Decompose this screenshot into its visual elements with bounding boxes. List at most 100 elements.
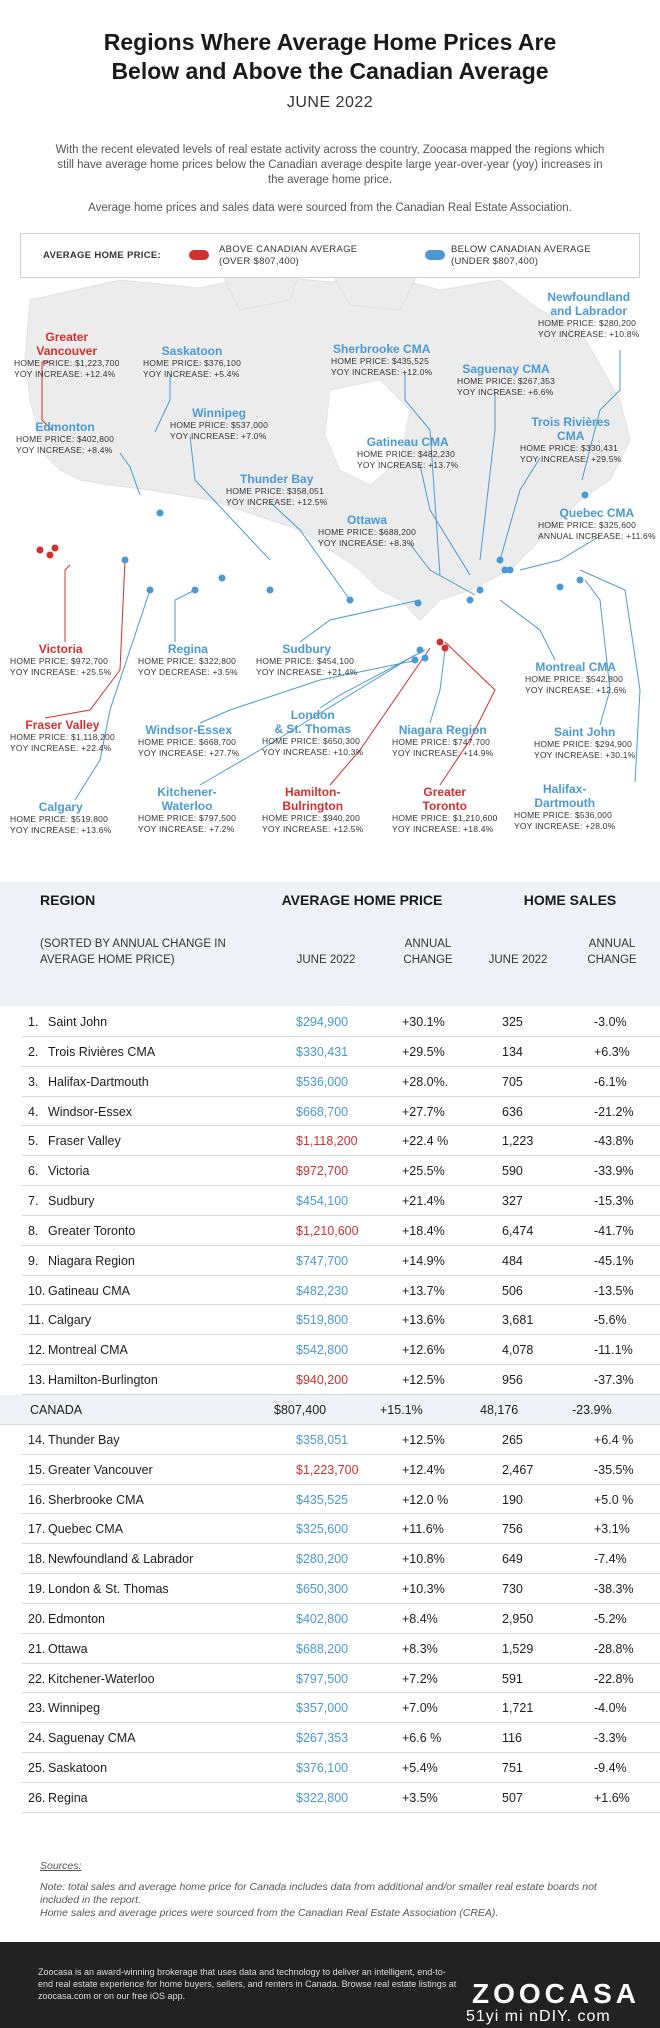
row-rank: 9. xyxy=(28,1253,39,1268)
row-rank: 18. xyxy=(28,1552,46,1567)
header-june-price: JUNE 2022 xyxy=(296,954,356,966)
row-price-change: +13.7% xyxy=(402,1283,445,1298)
row-price: $435,525 xyxy=(296,1492,349,1507)
row-region: CANADA xyxy=(30,1402,83,1417)
map-label-change: YOY INCREASE: +29.5% xyxy=(520,454,622,464)
row-region: Quebec CMA xyxy=(48,1522,124,1537)
row-sales: 2,467 xyxy=(502,1462,534,1477)
city-dot xyxy=(416,646,424,654)
row-sales-change: -9.4% xyxy=(594,1761,627,1776)
row-price: $940,200 xyxy=(296,1373,349,1388)
map-label-montreal: Montreal CMA HOME PRICE: $542,800 YOY IN… xyxy=(525,660,626,696)
map-label-change: YOY INCREASE: +14.9% xyxy=(392,748,494,758)
map-label-saguenay: Saguenay CMA HOME PRICE: $267,353 YOY IN… xyxy=(457,362,555,398)
row-price: $650,300 xyxy=(296,1582,349,1597)
table-row: 3. Halifax-Dartmouth $536,000 +28.0%. 705 -6.… xyxy=(22,1067,660,1097)
legend-below-text: BELOW CANADIAN AVERAGE (UNDER $807,400) xyxy=(451,244,591,268)
row-sales-change: -41.7% xyxy=(594,1223,634,1238)
row-region: Edmonton xyxy=(48,1611,105,1626)
map-label-name: London xyxy=(290,708,335,722)
canada-map: Greater Vancouver HOME PRICE: $1,223,700… xyxy=(0,270,660,860)
row-price-change: +12.5% xyxy=(402,1373,445,1388)
source-intro-text: Average home prices and sales data were … xyxy=(88,202,572,214)
footer: Zoocasa is an award-winning brokerage th… xyxy=(0,1942,660,2028)
row-sales: 751 xyxy=(502,1761,523,1776)
header-avg-price: AVERAGE HOME PRICE xyxy=(281,892,443,908)
row-sales-change: +3.1% xyxy=(594,1522,630,1537)
table-row: 23. Winnipeg $357,000 +7.0% 1,721 -4.0% xyxy=(22,1693,660,1724)
title-line-1: Regions Where Average Home Prices Are xyxy=(103,29,557,55)
row-sales: 756 xyxy=(502,1522,523,1537)
map-label-change: YOY INCREASE: +7.2% xyxy=(138,824,235,834)
map-label-change: YOY INCREASE: +28.0% xyxy=(514,821,616,831)
row-price: $747,700 xyxy=(296,1253,349,1268)
map-label-name-2: Vancouver xyxy=(36,344,98,358)
row-rank: 6. xyxy=(28,1164,39,1179)
row-sales-change: -3.0% xyxy=(594,1015,627,1029)
sources-note-2: Home sales and average prices were sourc… xyxy=(40,1907,499,1919)
header-sorted-1: (SORTED BY ANNUAL CHANGE IN xyxy=(40,938,226,950)
map-label-saskatoon: Saskatoon HOME PRICE: $376,100 YOY INCRE… xyxy=(143,344,241,380)
row-sales-change: -28.8% xyxy=(594,1641,634,1656)
row-region: Fraser Valley xyxy=(48,1134,121,1149)
row-rank: 20. xyxy=(28,1611,46,1626)
legend-below-swatch xyxy=(425,250,445,260)
city-dot xyxy=(581,491,589,499)
map-label-name: Newfoundland xyxy=(547,290,631,304)
map-label-quebec: Quebec CMA HOME PRICE: $325,600 ANNUAL I… xyxy=(538,506,656,542)
row-rank: 21. xyxy=(28,1641,46,1656)
leader-line-gatineau xyxy=(419,464,471,576)
row-rank: 14. xyxy=(28,1432,46,1447)
table-row: 21. Ottawa $688,200 +8.3% 1,529 -28.8% xyxy=(22,1634,660,1664)
row-rank: 11. xyxy=(28,1313,45,1328)
row-region: Sudbury xyxy=(48,1194,95,1209)
row-region: Newfoundland & Labrador xyxy=(48,1552,194,1567)
map-label-hamilton: Hamilton- Bulrington HOME PRICE: $940,20… xyxy=(262,785,363,835)
map-label-change: YOY INCREASE: +8.4% xyxy=(16,445,113,455)
table-row: 22. Kitchener-Waterloo $797,500 +7.2% 591 -22… xyxy=(22,1664,660,1694)
row-region: Saint John xyxy=(48,1015,108,1029)
watermark: 51yi mi nDIY. com xyxy=(466,2008,611,2025)
map-label-edmonton: Edmonton HOME PRICE: $402,800 YOY INCREA… xyxy=(16,420,114,456)
row-region: London & St. Thomas xyxy=(48,1582,169,1597)
table-row: 15. Greater Vancouver $1,223,700 +12.4% 2,46… xyxy=(22,1455,660,1485)
table-row: 14. Thunder Bay $358,051 +12.5% 265 +6.4 % xyxy=(22,1425,660,1455)
row-rank: 3. xyxy=(28,1074,39,1089)
map-label-greater-toronto: Greater Toronto HOME PRICE: $1,210,600 Y… xyxy=(392,785,498,835)
row-price-change: +12.6% xyxy=(402,1343,445,1358)
row-sales: 48,176 xyxy=(480,1402,519,1417)
map-label-name-2: Waterloo xyxy=(161,799,213,813)
row-rank: 25. xyxy=(28,1761,46,1776)
legend-above-text: ABOVE CANADIAN AVERAGE (OVER $807,400) xyxy=(219,244,357,268)
map-label-name: Sherbrooke CMA xyxy=(333,342,431,356)
map-label-name: Trois Rivières xyxy=(531,415,611,429)
map-label-kitchener: Kitchener- Waterloo HOME PRICE: $797,500… xyxy=(138,785,236,835)
city-dot xyxy=(266,586,274,594)
map-label-london: London & St. Thomas HOME PRICE: $650,300… xyxy=(262,708,363,758)
row-price: $402,800 xyxy=(296,1611,349,1626)
table-row: 24. Saguenay CMA $267,353 +6.6 % 116 -3.3% xyxy=(22,1723,660,1754)
row-rank: 2. xyxy=(28,1044,39,1059)
row-price: $454,100 xyxy=(296,1194,349,1209)
sources-heading: Sources: xyxy=(40,1860,82,1872)
legend-above-line-2: (OVER $807,400) xyxy=(219,256,300,267)
map-label-sherbrooke: Sherbrooke CMA HOME PRICE: $435,525 YOY … xyxy=(331,342,432,378)
city-dot xyxy=(46,551,54,559)
city-dot xyxy=(414,599,422,607)
row-price-change: +15.1% xyxy=(380,1402,423,1417)
table-row: 19. London & St. Thomas $650,300 +10.3% 730 -… xyxy=(22,1574,660,1604)
row-price-change: +7.2% xyxy=(402,1671,438,1686)
map-label-change: YOY INCREASE: +7.0% xyxy=(170,431,267,441)
row-price: $294,900 xyxy=(296,1015,349,1029)
leader-line-saguenay xyxy=(479,392,496,561)
header-sorted-2: AVERAGE HOME PRICE) xyxy=(40,954,175,966)
row-price-change: +21.4% xyxy=(402,1194,445,1209)
header-june-sales: JUNE 2022 xyxy=(488,954,548,966)
city-dot xyxy=(421,654,429,662)
leader-line-trois-rivieres xyxy=(499,457,541,561)
row-region: Ottawa xyxy=(48,1641,88,1656)
map-label-gatineau: Gatineau CMA HOME PRICE: $482,230 YOY IN… xyxy=(357,435,458,471)
row-sales: 591 xyxy=(502,1671,523,1686)
row-region: Greater Toronto xyxy=(48,1223,136,1238)
row-price: $267,353 xyxy=(296,1731,349,1746)
